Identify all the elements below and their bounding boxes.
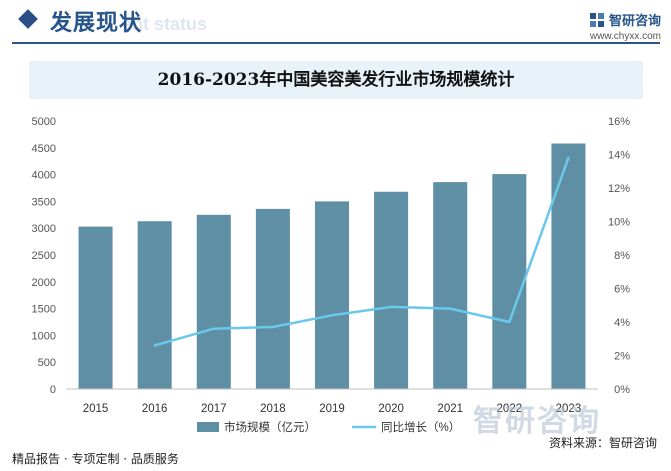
bar bbox=[137, 221, 172, 389]
section-title: 发展现状 bbox=[50, 11, 143, 36]
x-tick-label: 2017 bbox=[201, 403, 227, 415]
legend-bar-label: 市场规模（亿元） bbox=[224, 420, 316, 434]
y-left-tick-label: 5000 bbox=[32, 116, 56, 128]
y-left-tick-label: 3500 bbox=[32, 196, 56, 208]
bar bbox=[492, 174, 527, 389]
y-right-tick-label: 2% bbox=[614, 351, 630, 363]
chart-title: 2016-2023年中国美容美发行业市场规模统计 bbox=[157, 70, 515, 90]
growth-point bbox=[153, 344, 156, 347]
y-left-tick-label: 1000 bbox=[32, 330, 56, 342]
bar bbox=[551, 143, 586, 389]
y-right-tick-label: 4% bbox=[614, 317, 630, 329]
x-tick-label: 2020 bbox=[378, 403, 404, 415]
y-left-tick-label: 4500 bbox=[32, 143, 56, 155]
bar bbox=[374, 191, 409, 389]
bar bbox=[78, 226, 113, 389]
y-left-tick-label: 0 bbox=[50, 384, 56, 396]
x-tick-label: 2022 bbox=[497, 403, 523, 415]
growth-point bbox=[389, 305, 393, 309]
x-tick-label: 2015 bbox=[83, 403, 109, 415]
data-source: 资料来源：智研咨询 bbox=[548, 436, 657, 450]
x-tick-label: 2016 bbox=[142, 403, 168, 415]
x-tick-label: 2018 bbox=[260, 403, 286, 415]
growth-point bbox=[449, 307, 452, 310]
growth-point bbox=[330, 314, 334, 317]
bar bbox=[433, 182, 468, 389]
x-tick-label: 2019 bbox=[319, 403, 345, 415]
x-tick-label: 2021 bbox=[437, 403, 463, 415]
growth-line bbox=[154, 157, 570, 347]
growth-point bbox=[567, 156, 570, 160]
brand-logo: 智研咨询 www.chyxx.com bbox=[589, 10, 661, 42]
bar bbox=[255, 208, 290, 389]
x-tick-label: 2023 bbox=[556, 403, 582, 415]
y-left-tick-label: 2500 bbox=[32, 250, 56, 262]
footer-slogan: 精品报告 · 专项定制 · 品质服务 bbox=[12, 452, 179, 466]
y-right-tick-label: 6% bbox=[614, 284, 630, 296]
bar bbox=[315, 201, 349, 389]
y-right-tick-label: 0% bbox=[614, 384, 630, 396]
y-left-tick-label: 500 bbox=[38, 357, 56, 369]
chart-title-band: 2016-2023年中国美容美发行业市场规模统计 bbox=[29, 61, 643, 99]
y-right-tick-label: 14% bbox=[608, 150, 630, 162]
header-divider bbox=[12, 42, 660, 44]
y-left-tick-label: 2000 bbox=[32, 277, 56, 289]
y-left-tick-label: 3000 bbox=[32, 223, 56, 235]
legend-bar-swatch bbox=[197, 422, 219, 432]
brand-url: www.chyxx.com bbox=[589, 31, 661, 42]
growth-point bbox=[508, 320, 511, 324]
y-left-tick-label: 4000 bbox=[32, 170, 56, 182]
bar bbox=[196, 214, 231, 389]
legend-line-label: 同比增长（%） bbox=[381, 420, 460, 434]
watermark: 智研咨询 bbox=[473, 404, 601, 439]
growth-point bbox=[271, 325, 275, 329]
y-right-tick-label: 16% bbox=[608, 116, 630, 128]
y-right-tick-label: 10% bbox=[608, 217, 630, 229]
section-header: ent status 发展现状 智研咨询 www.chyxx.com bbox=[0, 0, 671, 48]
brand-name: 智研咨询 bbox=[608, 14, 661, 29]
y-left-tick-label: 1500 bbox=[32, 304, 56, 316]
brand-mark-icon bbox=[589, 12, 604, 27]
y-right-tick-label: 8% bbox=[614, 250, 630, 262]
growth-point bbox=[212, 327, 215, 330]
y-right-tick-label: 12% bbox=[608, 183, 630, 195]
